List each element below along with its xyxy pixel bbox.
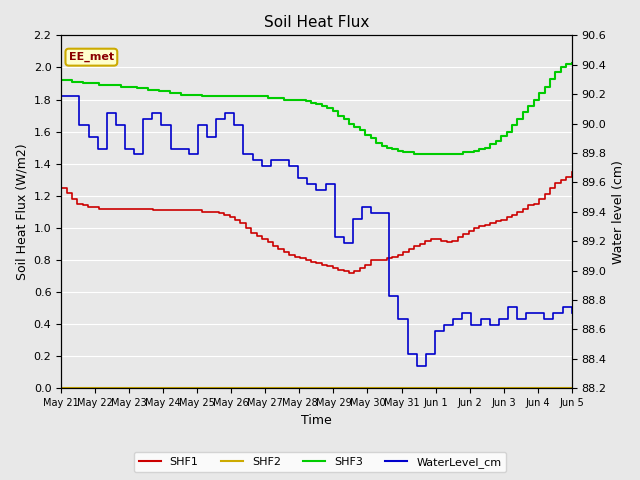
X-axis label: Time: Time [301,414,332,427]
Y-axis label: Soil Heat Flux (W/m2): Soil Heat Flux (W/m2) [15,144,28,280]
Text: EE_met: EE_met [69,52,114,62]
Title: Soil Heat Flux: Soil Heat Flux [264,15,369,30]
Legend: SHF1, SHF2, SHF3, WaterLevel_cm: SHF1, SHF2, SHF3, WaterLevel_cm [134,452,506,472]
Y-axis label: Water level (cm): Water level (cm) [612,160,625,264]
